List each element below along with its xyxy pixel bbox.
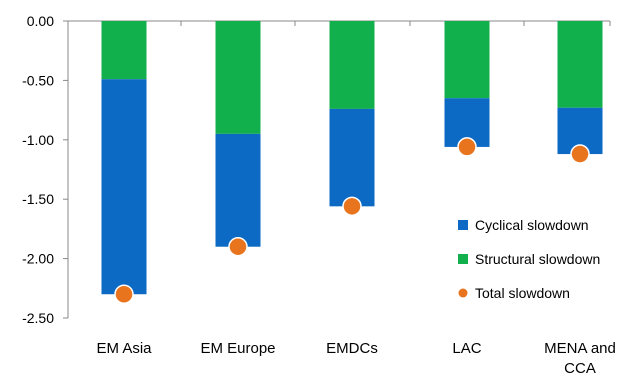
- y-tick-label: -1.50: [22, 191, 54, 207]
- legend-label: Cyclical slowdown: [475, 217, 589, 233]
- x-category-label: MENA and CCA: [544, 340, 616, 377]
- bar-structural-slowdown: [101, 21, 147, 80]
- x-category-label: EM Asia: [96, 340, 152, 357]
- bar-structural-slowdown: [329, 21, 375, 109]
- y-tick-label: -2.50: [22, 310, 54, 326]
- legend-item: Structural slowdown: [458, 251, 600, 267]
- y-tick-label: -2.00: [22, 251, 54, 267]
- legend: Cyclical slowdown Structural slowdown Tota…: [458, 217, 600, 301]
- x-category-label: EMDCs: [326, 340, 378, 357]
- markers: [114, 137, 590, 304]
- bar-structural-slowdown: [215, 21, 261, 134]
- legend-label: Structural slowdown: [475, 251, 600, 267]
- legend-swatch: [458, 288, 468, 298]
- marker-total-slowdown: [342, 196, 362, 217]
- marker-total-slowdown: [228, 236, 248, 257]
- marker-total-slowdown: [114, 284, 134, 304]
- y-tick-label: 0.00: [27, 13, 54, 29]
- x-category-label: EM Europe: [200, 340, 275, 357]
- y-tick-label: -1.00: [22, 132, 54, 148]
- x-category-label: LAC: [452, 340, 481, 357]
- legend-swatch: [458, 220, 468, 230]
- bar-cyclical-slowdown: [215, 133, 261, 247]
- bar-cyclical-slowdown: [101, 79, 147, 295]
- y-tick-labels: 0.00 -0.50 -1.00 -1.50 -2.00 -2.50: [22, 13, 54, 326]
- bars: [101, 21, 603, 295]
- bar-structural-slowdown: [557, 21, 603, 108]
- legend-item: Total slowdown: [458, 285, 570, 301]
- marker-total-slowdown: [570, 144, 590, 164]
- bar-cyclical-slowdown: [329, 108, 375, 207]
- category-labels: EM Asia EM Europe EMDCs LAC MENA and CCA: [96, 340, 615, 377]
- legend-item: Cyclical slowdown: [458, 217, 589, 233]
- axes: [63, 20, 611, 319]
- legend-label: Total slowdown: [475, 285, 570, 301]
- marker-total-slowdown: [457, 137, 477, 157]
- y-tick-label: -0.50: [22, 72, 54, 88]
- bar-structural-slowdown: [444, 21, 490, 99]
- legend-swatch: [458, 254, 468, 264]
